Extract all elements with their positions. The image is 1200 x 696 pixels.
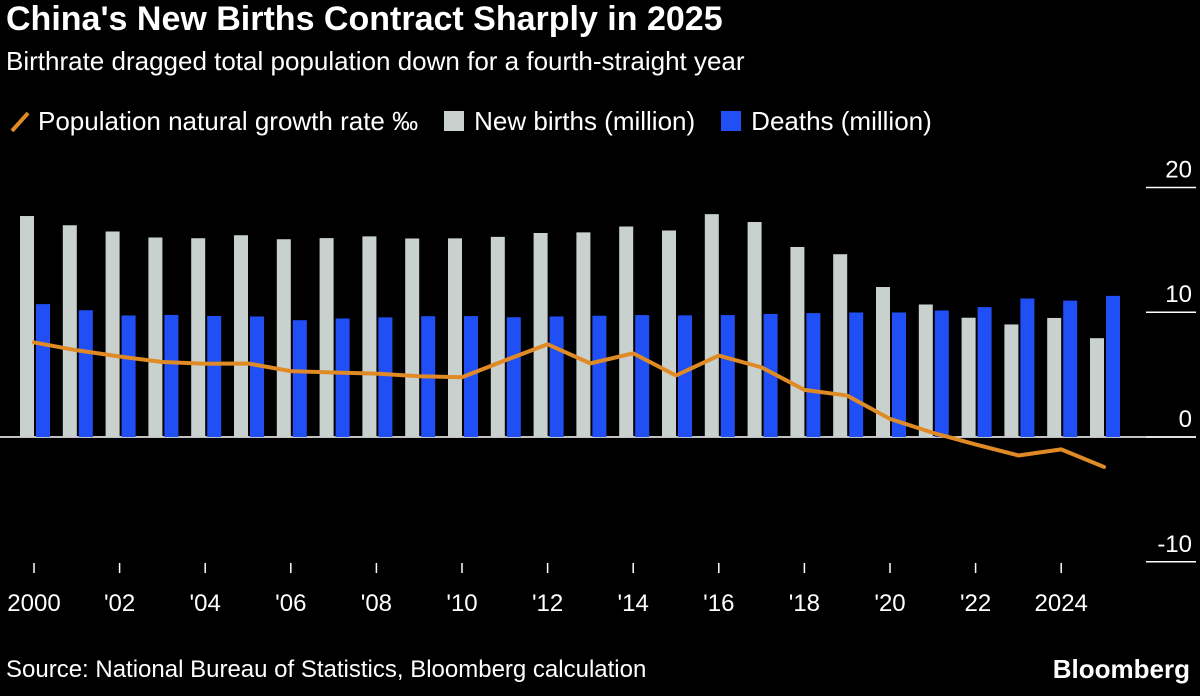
births-bar (704, 214, 719, 437)
growth-rate-line (32, 340, 1106, 469)
y-tick-label: 20 (1165, 156, 1192, 183)
births-bar (62, 225, 77, 437)
births-bar (1047, 317, 1062, 437)
x-tick-label: '12 (532, 590, 563, 617)
births-bar (405, 238, 420, 437)
legend: Population natural growth rate ‰ New bir… (6, 103, 958, 139)
deaths-bar (1106, 295, 1120, 437)
deaths-bar (678, 315, 692, 437)
births-bar (105, 231, 120, 437)
births-bar (234, 235, 248, 437)
legend-line-swatch (6, 108, 28, 134)
deaths-bar (164, 314, 179, 437)
deaths-bar (207, 315, 222, 437)
deaths-bar (292, 320, 307, 437)
deaths-bar (806, 313, 821, 437)
deaths-bar (763, 313, 778, 437)
births-bar (148, 237, 163, 437)
deaths-bar (250, 316, 264, 437)
deaths-bar (121, 315, 136, 437)
x-tick-label: 2000 (7, 590, 60, 617)
births-bar (747, 222, 762, 437)
legend-births-swatch (444, 111, 465, 131)
births-bar (490, 236, 505, 437)
deaths-bar (335, 318, 350, 437)
births-bar (1090, 338, 1104, 437)
deaths-bar (977, 307, 992, 437)
x-tick-label: '06 (275, 590, 306, 617)
x-tick-label: '18 (789, 590, 820, 617)
y-tick-label: -10 (1157, 531, 1192, 558)
legend-label-growth: Population natural growth rate ‰ (38, 105, 419, 136)
chart-plot: 20 10 0 -10 2000 '02 '04 '06 '08 '10 '12 '14 '16 '18 '… (0, 156, 1196, 617)
deaths-bar (36, 304, 50, 437)
births-bar (833, 254, 848, 437)
x-tick-label: '14 (618, 590, 649, 617)
deaths-bar (1020, 298, 1035, 437)
x-tick-label: '08 (361, 590, 392, 617)
deaths-bar (592, 315, 607, 437)
births-bar (662, 230, 676, 437)
deaths-bar (934, 310, 949, 437)
legend-deaths-swatch (721, 111, 742, 131)
legend-item-births: New births (million) (444, 106, 695, 137)
births-bar (191, 238, 206, 437)
x-tick-label: '10 (446, 590, 477, 617)
source-note: Source: National Bureau of Statistics, B… (6, 656, 647, 683)
chart-subtitle: Birthrate dragged total population down … (6, 46, 745, 76)
deaths-bar (849, 312, 864, 437)
births-bar (576, 232, 591, 437)
births-bar (918, 304, 933, 437)
deaths-bar (464, 316, 478, 437)
x-tick-label: 2024 (1035, 590, 1088, 617)
births-bar (533, 232, 548, 437)
deaths-bar (378, 317, 393, 437)
births-bar (790, 246, 805, 437)
x-tick-label: '22 (960, 590, 991, 617)
legend-item-deaths: Deaths (million) (721, 106, 932, 137)
x-tick-label: '02 (104, 590, 135, 617)
deaths-bar (506, 317, 521, 437)
births-bar (319, 238, 334, 437)
legend-item-growth: Population natural growth rate ‰ (6, 106, 418, 137)
births-bar (876, 287, 890, 437)
births-bar (362, 236, 377, 437)
deaths-bar (549, 316, 564, 437)
x-tick-label: '20 (874, 590, 905, 617)
births-bar (448, 238, 462, 437)
bloomberg-logo: Bloomberg (1052, 654, 1190, 684)
deaths-bar (78, 310, 93, 437)
births-bar (1004, 324, 1019, 437)
births-bar (619, 226, 634, 437)
births-bar (20, 216, 34, 437)
births-bar (961, 317, 976, 437)
births-bar (276, 239, 291, 437)
deaths-bar (1063, 300, 1078, 437)
legend-label-births: New births (million) (474, 105, 696, 136)
y-tick-label: 10 (1165, 281, 1192, 308)
deaths-bar (635, 315, 650, 437)
deaths-bar (892, 312, 906, 437)
x-tick-label: '04 (190, 590, 221, 617)
legend-label-deaths: Deaths (million) (751, 105, 932, 136)
chart-title: China's New Births Contract Sharply in 2… (6, 0, 723, 38)
y-tick-label: 0 (1179, 406, 1192, 433)
x-tick-label: '16 (703, 590, 734, 617)
deaths-bar (720, 315, 735, 437)
